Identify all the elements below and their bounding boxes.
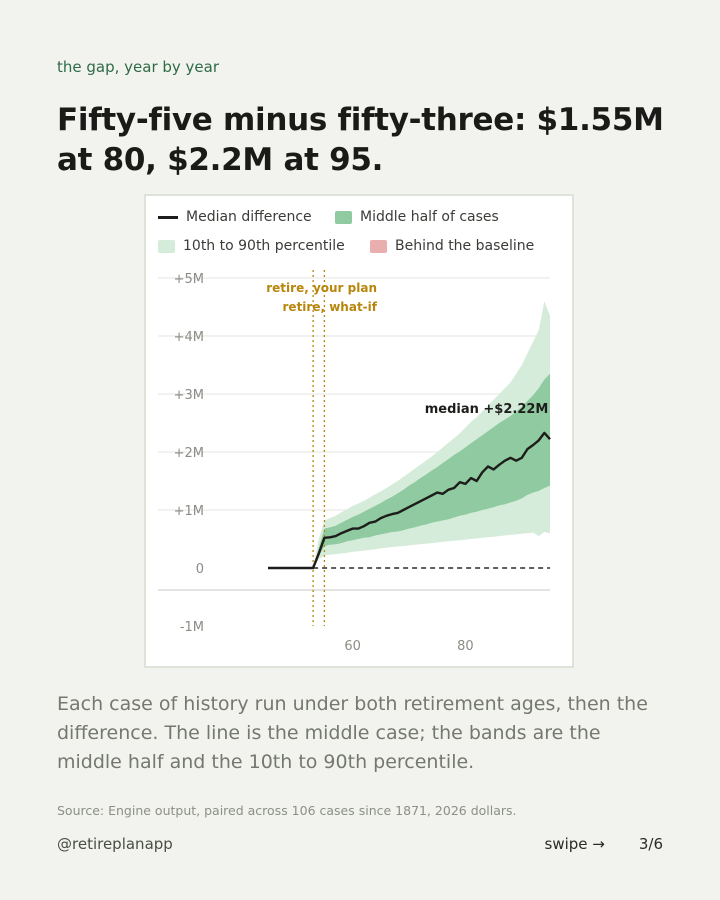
legend-item-p10-p90: 10th to 90th percentile (158, 238, 345, 254)
legend-item-middle-half: Middle half of cases (335, 209, 499, 225)
legend-label-median: Median difference (186, 209, 312, 225)
footer-nav: swipe → 3/6 (545, 835, 663, 853)
y-tick-label: +3M (174, 388, 204, 403)
source-note: Source: Engine output, paired across 106… (57, 803, 517, 818)
legend-item-behind-baseline: Behind the baseline (370, 238, 534, 254)
y-tick-label: +4M (174, 330, 204, 345)
legend-label-middle-half: Middle half of cases (360, 209, 499, 225)
retire-marker-label: retire, what-if (283, 300, 378, 314)
account-handle: @retireplanapp (57, 835, 173, 853)
median-annotation: median +$2.22M (425, 402, 549, 417)
legend-label-p10-p90: 10th to 90th percentile (183, 238, 345, 254)
legend-label-behind-baseline: Behind the baseline (395, 238, 535, 254)
retire-marker-label: retire, your plan (266, 281, 377, 295)
median-line (268, 431, 551, 570)
legend-swatch-p10-p90 (158, 239, 175, 253)
y-tick-label: +5M (174, 272, 204, 287)
page-indicator: 3/6 (638, 835, 663, 853)
swipe-hint[interactable]: swipe → (544, 835, 605, 853)
eyebrow-label: the gap, year by year (57, 58, 220, 76)
legend-swatch-middle-half (335, 210, 352, 224)
chart-card: Median difference Middle half of cases 1… (144, 194, 574, 668)
band-middle-half (268, 373, 550, 568)
legend-item-median: Median difference (158, 209, 312, 225)
headline: Fifty-five minus fifty-three: $1.55M at … (57, 102, 664, 178)
y-tick-label: -1M (180, 620, 204, 635)
y-tick-label: +1M (174, 504, 204, 519)
y-tick-label: +2M (174, 446, 204, 461)
y-tick-label: 0 (196, 562, 204, 577)
legend-swatch-behind-baseline (370, 239, 387, 253)
x-tick-label: 80 (457, 639, 474, 654)
chart-plot: +5M +4M +3M +2M +1M 0 -1M retire, your plan reti… (158, 270, 551, 654)
caption: Each case of history run under both reti… (57, 693, 648, 773)
legend-swatch-median (158, 215, 178, 219)
x-tick-label: 60 (344, 639, 361, 654)
